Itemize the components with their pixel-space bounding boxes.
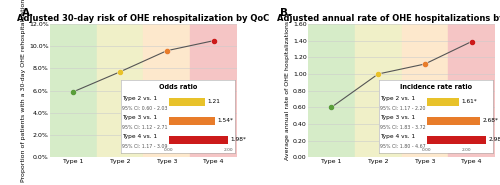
Point	[374, 73, 382, 75]
Bar	[448, 24, 495, 157]
Point	[163, 49, 171, 52]
Point	[328, 106, 336, 109]
Title: Adjusted annual rate of OHE hospitalizations by QoC: Adjusted annual rate of OHE hospitalizat…	[277, 14, 500, 23]
Text: A.: A.	[22, 8, 34, 18]
Bar	[308, 24, 355, 157]
Text: B.: B.	[280, 8, 292, 18]
Point	[421, 63, 429, 65]
Point	[468, 40, 475, 43]
Bar	[50, 24, 96, 157]
Bar	[190, 24, 237, 157]
Point	[116, 70, 124, 73]
Title: Adjusted 30-day risk of OHE rehospitalization by QoC: Adjusted 30-day risk of OHE rehospitaliz…	[18, 14, 270, 23]
Bar	[144, 24, 190, 157]
Y-axis label: Proportion of patients with a 30-day OHE rehospitalization: Proportion of patients with a 30-day OHE…	[21, 0, 26, 182]
Point	[70, 90, 78, 93]
Bar	[355, 24, 402, 157]
Bar	[402, 24, 448, 157]
Y-axis label: Average annual rate of OHE hospitalizations: Average annual rate of OHE hospitalizati…	[285, 21, 290, 160]
Bar	[96, 24, 144, 157]
Point	[210, 39, 218, 42]
